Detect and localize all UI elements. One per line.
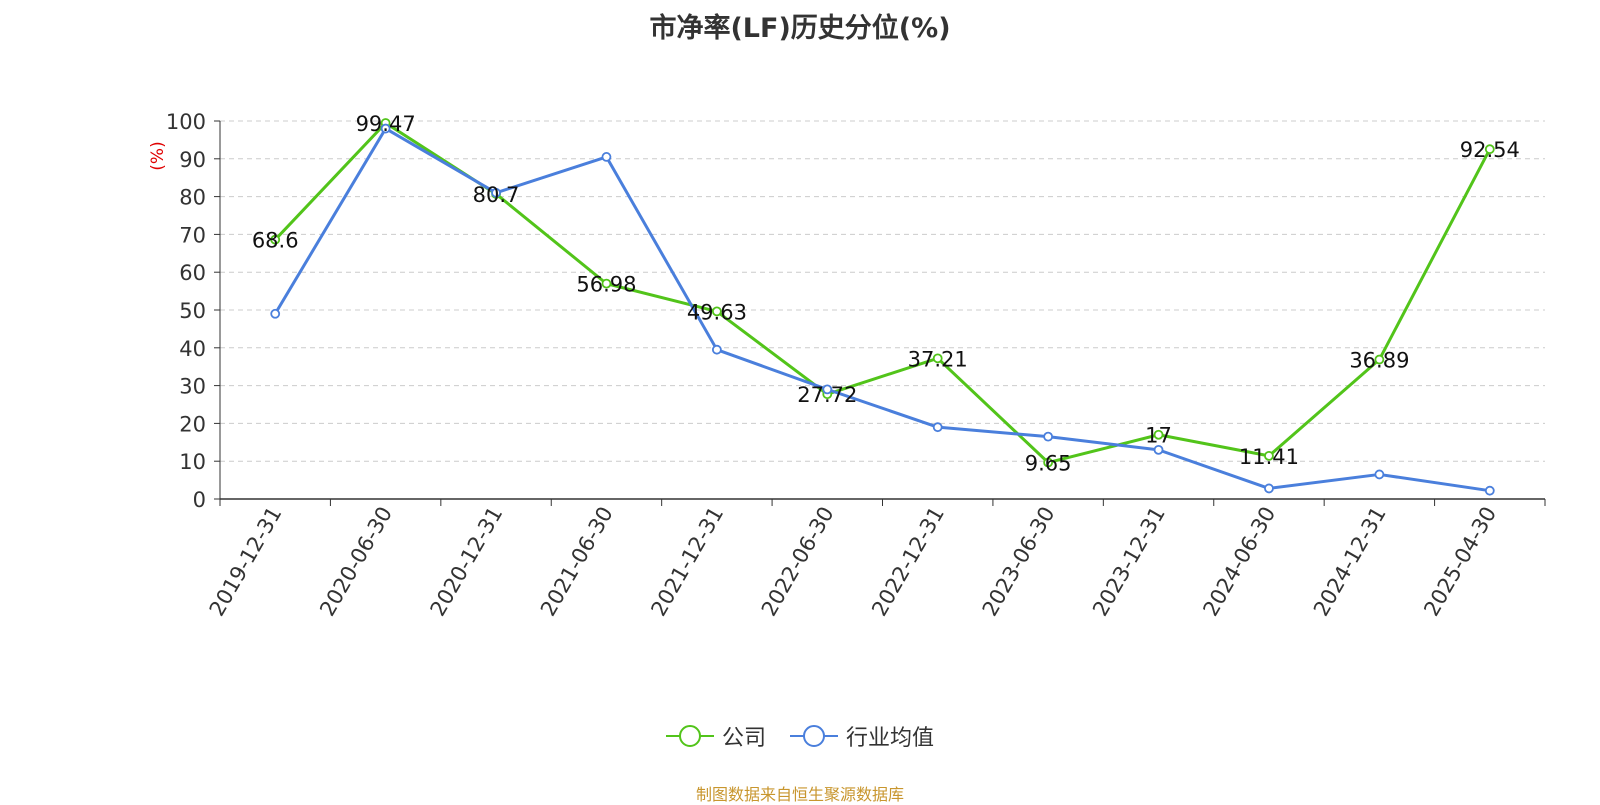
data-label: 49.63 <box>687 300 747 324</box>
x-tick-label: 2025-04-30 <box>1419 503 1501 621</box>
data-point <box>932 422 943 433</box>
y-tick-label: 100 <box>166 110 206 134</box>
data-point <box>601 278 612 289</box>
x-tick-label: 2024-06-30 <box>1198 503 1280 621</box>
data-label: 56.98 <box>576 273 636 297</box>
data-label: 99.47 <box>356 112 416 136</box>
legend-item[interactable]: 公司 <box>665 720 766 752</box>
data-label: 11.41 <box>1239 445 1299 469</box>
data-point <box>932 353 943 364</box>
data-point <box>270 308 281 319</box>
series-line <box>274 121 1492 465</box>
data-label: 9.65 <box>1025 452 1072 476</box>
x-tick-label: 2024-12-31 <box>1309 503 1391 621</box>
y-tick-label: 40 <box>179 337 206 361</box>
y-tick-label: 80 <box>179 186 206 210</box>
x-tick-label: 2022-12-31 <box>867 503 949 621</box>
data-label: 36.89 <box>1349 349 1409 373</box>
data-point <box>1043 457 1054 468</box>
y-tick-label: 30 <box>179 375 206 399</box>
legend: 公司 行业均值 <box>0 720 1600 752</box>
legend-item[interactable]: 行业均值 <box>790 720 934 752</box>
series-line <box>273 127 1491 493</box>
x-tick-label: 2023-12-31 <box>1088 503 1170 621</box>
x-tick-label: 2020-06-30 <box>315 503 397 621</box>
data-point <box>1153 444 1164 455</box>
data-point <box>1153 429 1164 440</box>
data-point <box>822 384 833 395</box>
y-tick-label: 90 <box>179 148 206 172</box>
data-point <box>711 306 722 317</box>
x-tick-label: 2023-06-30 <box>978 503 1060 621</box>
data-point <box>601 152 612 162</box>
data-point <box>1484 485 1495 496</box>
y-tick-label: 0 <box>193 488 206 512</box>
data-label: 80.7 <box>473 183 520 207</box>
data-label: 27.72 <box>797 383 857 407</box>
legend-marker-icon <box>665 725 714 747</box>
legend-label: 公司 <box>721 726 766 751</box>
data-point <box>1374 469 1385 480</box>
y-axis-label: (%) <box>148 141 168 170</box>
y-tick-label: 10 <box>179 450 206 474</box>
data-point <box>270 234 281 245</box>
y-tick-label: 70 <box>179 223 206 247</box>
data-point <box>380 123 391 134</box>
x-tick-label: 2022-06-30 <box>757 503 839 621</box>
data-label: 17 <box>1145 424 1172 448</box>
y-tick-label: 60 <box>179 261 206 285</box>
y-tick-label: 20 <box>179 412 206 436</box>
data-point <box>1264 450 1274 461</box>
data-point <box>1374 354 1385 365</box>
source-note: 制图数据来自恒生聚源数据库 <box>695 785 904 804</box>
x-tick-label: 2019-12-31 <box>205 503 287 621</box>
legend-marker-icon <box>790 725 838 747</box>
y-tick-label: 50 <box>179 299 206 323</box>
chart-title: 市净率(LF)历史分位(%) <box>649 13 951 44</box>
data-point <box>1484 144 1495 155</box>
data-point <box>491 187 501 198</box>
data-point <box>1264 483 1274 494</box>
data-label: 37.21 <box>908 347 968 371</box>
x-tick-label: 2021-12-31 <box>646 503 728 621</box>
data-label: 92.54 <box>1460 138 1520 162</box>
data-point <box>1043 431 1054 442</box>
x-tick-label: 2021-06-30 <box>536 503 618 621</box>
x-tick-label: 2020-12-31 <box>426 503 508 621</box>
data-label: 68.6 <box>252 229 299 253</box>
data-point <box>711 344 722 355</box>
legend-label: 行业均值 <box>846 726 935 751</box>
